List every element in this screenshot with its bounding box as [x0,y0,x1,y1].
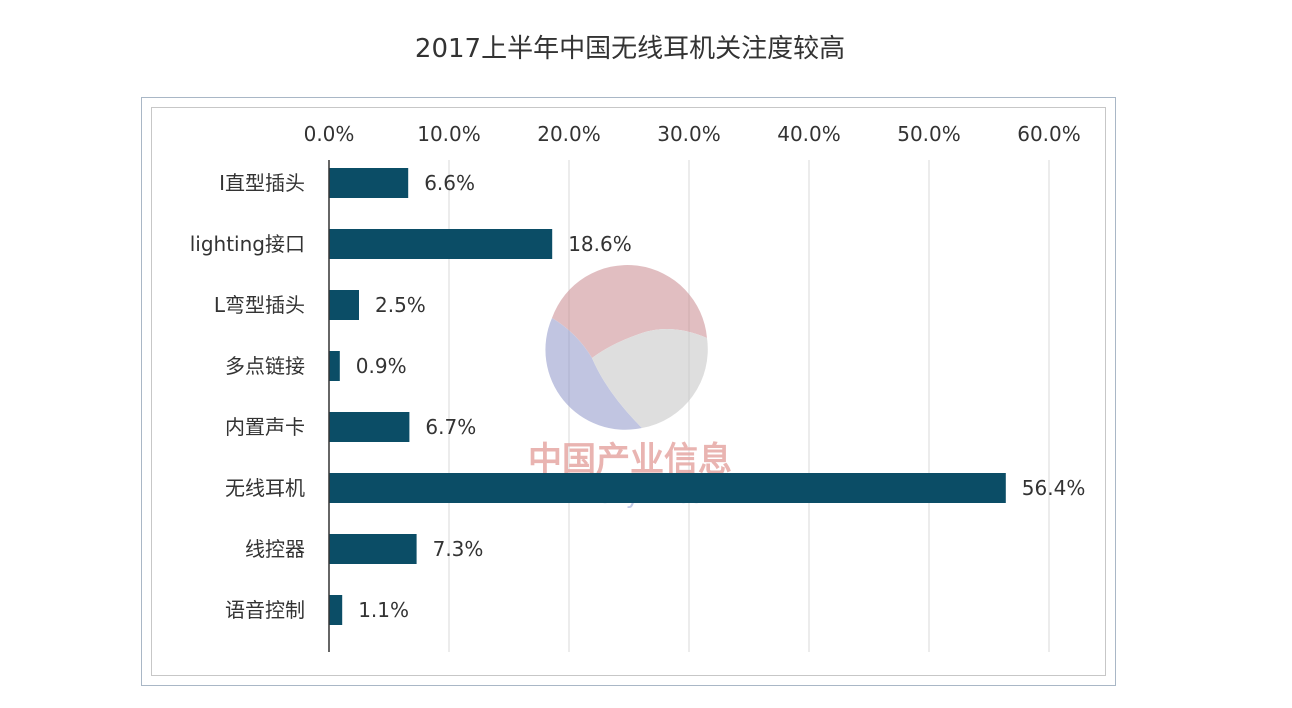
gridlines [448,160,1050,652]
bar-chart: 中国产业信息 www.chyxx.com 0.0% 10.0% 20.0% 30.0%… [190,122,1086,652]
data-label: 7.3% [433,537,484,561]
data-label: 6.6% [424,171,475,195]
watermark-logo-icon [545,264,708,430]
data-label: 56.4% [1022,476,1086,500]
data-label: 1.1% [358,598,409,622]
x-tick-label: 50.0% [897,122,961,146]
labels: 0.0% 10.0% 20.0% 30.0% 40.0% 50.0% 60.0% I直型插头 6… [190,122,1086,622]
x-tick-label: 10.0% [417,122,481,146]
bar [329,168,409,198]
bar [329,412,410,442]
x-tick-label: 60.0% [1017,122,1081,146]
data-label: 18.6% [568,232,632,256]
category-label: 线控器 [245,537,305,561]
bar [329,229,553,259]
category-label: 无线耳机 [225,476,305,500]
bar [329,290,359,320]
category-label: L弯型插头 [214,293,305,317]
bar [329,351,340,381]
data-label: 0.9% [356,354,407,378]
bar [329,595,343,625]
x-tick-label: 40.0% [777,122,841,146]
chart-area: 中国产业信息 www.chyxx.com 0.0% 10.0% 20.0% 30.0%… [151,107,1106,676]
x-tick-label: 20.0% [537,122,601,146]
watermark: 中国产业信息 www.chyxx.com [528,264,732,509]
category-label: I直型插头 [219,171,305,195]
category-label: 内置声卡 [225,415,305,439]
page-title: 2017上半年中国无线耳机关注度较高 [414,34,846,64]
bar [329,534,417,564]
bars [329,168,1006,625]
x-tick-label: 30.0% [657,122,721,146]
x-tick-label: 0.0% [304,122,355,146]
data-label: 6.7% [425,415,476,439]
category-label: 多点链接 [225,354,305,378]
bar [329,473,1006,503]
data-label: 2.5% [375,293,426,317]
category-label: 语音控制 [225,598,305,622]
chart-frame: 中国产业信息 www.chyxx.com 0.0% 10.0% 20.0% 30.0%… [141,97,1116,686]
category-label: lighting接口 [190,232,305,256]
